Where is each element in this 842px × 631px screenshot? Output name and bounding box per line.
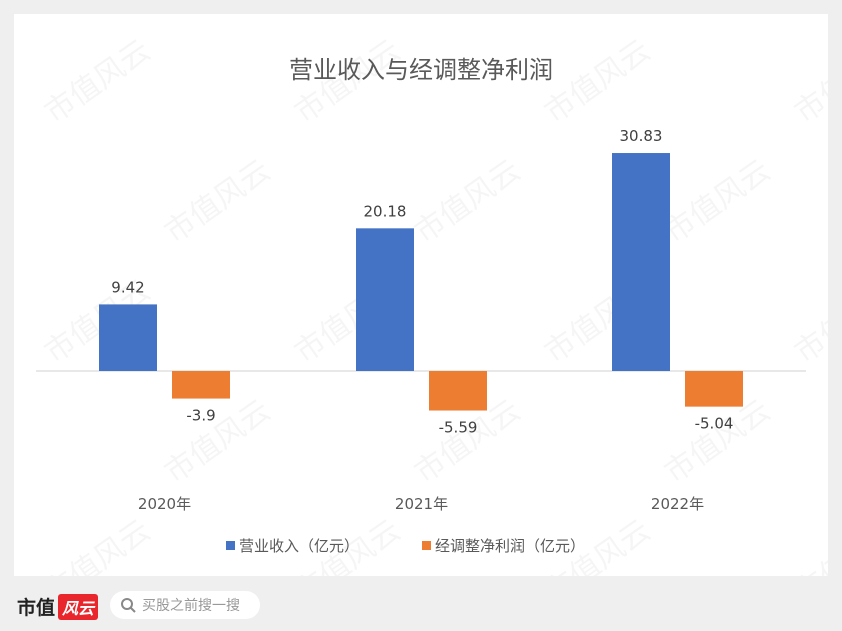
- watermark: 市值风云: [159, 153, 277, 250]
- data-label: 9.42: [111, 278, 144, 296]
- watermark: 市值风云: [39, 33, 157, 130]
- legend-swatch: [422, 541, 431, 550]
- watermark: 市值风云: [789, 513, 828, 576]
- data-label: 20.18: [364, 202, 407, 220]
- category-label: 2021年: [395, 495, 448, 513]
- bar-net-profit: [429, 371, 487, 411]
- legend-swatch: [226, 541, 235, 550]
- watermark: 市值风云: [39, 513, 157, 576]
- search-placeholder: 买股之前搜一搜: [142, 598, 240, 614]
- data-label: 30.83: [620, 127, 663, 145]
- search-icon: [121, 598, 136, 613]
- logo: 市值 风云: [17, 593, 99, 620]
- logo-text: 市值: [17, 597, 56, 619]
- category-label: 2020年: [138, 495, 191, 513]
- bar-net-profit: [172, 371, 230, 399]
- watermark: 市值风云: [789, 33, 828, 130]
- legend-label: 营业收入（亿元）: [239, 537, 359, 555]
- watermark: 市值风云: [409, 153, 527, 250]
- category-label: 2022年: [651, 495, 704, 513]
- bar-revenue: [99, 304, 157, 371]
- search-box[interactable]: 买股之前搜一搜: [110, 591, 260, 619]
- bar-net-profit: [685, 371, 743, 407]
- watermark: 市值风云: [159, 393, 277, 490]
- data-label: -3.9: [186, 407, 215, 425]
- bar-revenue: [356, 228, 414, 371]
- data-label: -5.04: [695, 415, 734, 433]
- chart-card: 市值风云 市值风云 市值风云 市值风云 市值风云 市值风云 市值风云 市值风云 市值风云 市值风云…: [14, 14, 828, 576]
- legend-label: 经调整净利润（亿元）: [435, 537, 585, 555]
- watermark: 市值风云: [789, 273, 828, 370]
- logo-badge: 风云: [58, 593, 99, 620]
- watermark: 市值风云: [659, 393, 777, 490]
- data-label: -5.59: [439, 419, 478, 437]
- chart-title: 营业收入与经调整净利润: [289, 56, 553, 84]
- watermark: 市值风云: [539, 33, 657, 130]
- watermark: 市值风云: [659, 153, 777, 250]
- footer: 市值 风云 买股之前搜一搜: [0, 585, 842, 631]
- bar-revenue: [612, 153, 670, 371]
